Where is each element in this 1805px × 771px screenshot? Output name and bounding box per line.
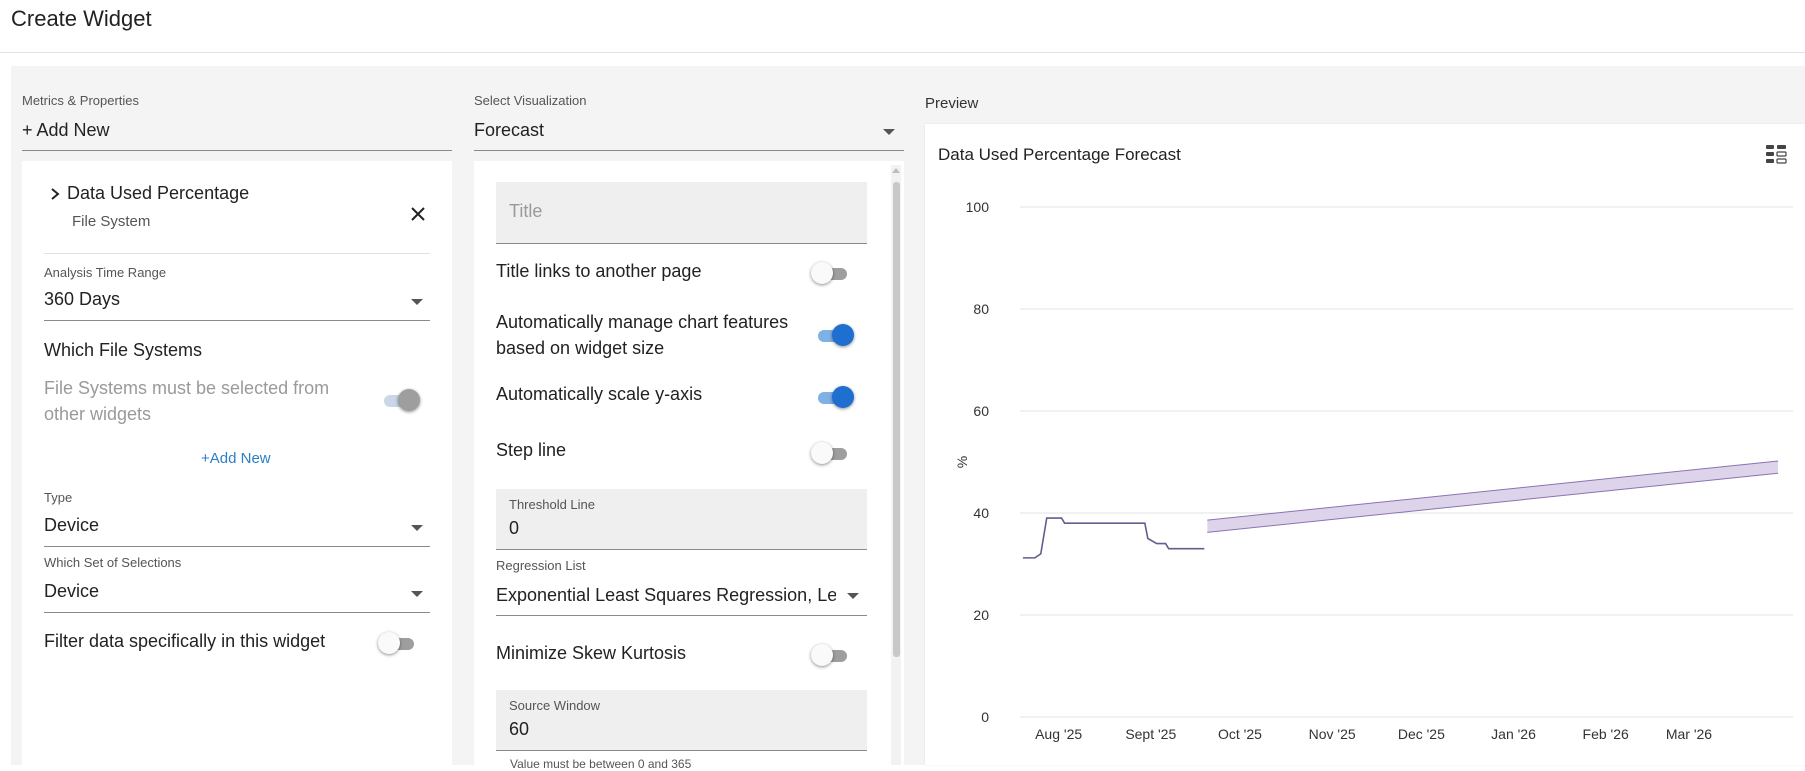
close-icon[interactable] bbox=[410, 206, 426, 222]
page-header: Create Widget bbox=[0, 0, 1805, 53]
title-links-toggle[interactable] bbox=[811, 261, 851, 285]
chevron-down-icon[interactable] bbox=[411, 525, 423, 531]
step-line-toggle[interactable] bbox=[811, 441, 851, 465]
y-tick-label: 100 bbox=[966, 199, 990, 215]
add-file-system-link[interactable]: +Add New bbox=[201, 450, 271, 467]
type-label: Type bbox=[44, 490, 73, 505]
options-scrollbar-thumb[interactable] bbox=[893, 182, 900, 657]
regression-list-label: Regression List bbox=[496, 558, 586, 573]
filter-data-label: Filter data specifically in this widget bbox=[44, 631, 326, 651]
x-tick-label: Feb '26 bbox=[1583, 726, 1629, 742]
metric-divider bbox=[44, 253, 430, 254]
threshold-line-value: 0 bbox=[509, 518, 520, 538]
source-window-value: 60 bbox=[509, 719, 530, 739]
regression-list-select[interactable]: Exponential Least Squares Regression, Le… bbox=[496, 585, 836, 605]
threshold-line-field[interactable]: Threshold Line 0 bbox=[496, 489, 867, 550]
chart-title: Data Used Percentage Forecast bbox=[938, 145, 1181, 164]
file-systems-toggle bbox=[380, 388, 420, 412]
which-file-systems-heading: Which File Systems bbox=[44, 340, 203, 360]
metric-item-name[interactable]: Data Used Percentage bbox=[67, 183, 250, 203]
page-title: Create Widget bbox=[11, 6, 152, 31]
source-window-label: Source Window bbox=[509, 698, 601, 713]
x-tick-label: Dec '25 bbox=[1398, 726, 1445, 742]
minimize-skew-label: Minimize Skew Kurtosis bbox=[496, 643, 687, 663]
x-tick-label: Aug '25 bbox=[1035, 726, 1082, 742]
title-input-placeholder: Title bbox=[509, 201, 543, 221]
title-input[interactable]: Title bbox=[496, 182, 867, 244]
type-underline bbox=[44, 546, 430, 547]
add-metric-button[interactable]: + Add New bbox=[22, 120, 110, 140]
grid-view-icon[interactable] bbox=[1765, 143, 1787, 165]
selection-set-select[interactable]: Device bbox=[44, 581, 100, 601]
add-metric-underline bbox=[22, 150, 452, 151]
auto-scale-label: Automatically scale y-axis bbox=[496, 384, 703, 404]
threshold-line-label: Threshold Line bbox=[509, 497, 595, 512]
y-tick-label: 80 bbox=[973, 301, 989, 317]
chevron-down-icon[interactable] bbox=[411, 299, 423, 305]
auto-scale-toggle[interactable] bbox=[814, 385, 854, 409]
forecast-chart: 0 20 40 60 80 100 Aug '25 Sept '25 Oct '25 Nov '… bbox=[954, 199, 1793, 742]
y-tick-label: 0 bbox=[981, 709, 989, 725]
analysis-time-range-select[interactable]: 360 Days bbox=[44, 289, 121, 309]
analysis-time-range-underline bbox=[44, 320, 430, 321]
forecast-band-lower-edge bbox=[1207, 472, 1779, 533]
history-series-line bbox=[1022, 517, 1205, 559]
source-window-helper: Value must be between 0 and 365 bbox=[510, 757, 692, 771]
title-links-label: Title links to another page bbox=[496, 261, 702, 281]
step-line-label: Step line bbox=[496, 440, 567, 460]
metric-config-panel bbox=[22, 161, 452, 765]
scroll-up-icon[interactable] bbox=[891, 166, 901, 174]
x-tick-label: Oct '25 bbox=[1218, 726, 1262, 742]
chevron-down-icon[interactable] bbox=[411, 591, 423, 597]
type-select[interactable]: Device bbox=[44, 515, 100, 535]
selection-set-underline bbox=[44, 612, 430, 613]
auto-manage-toggle[interactable] bbox=[814, 323, 854, 347]
visualization-underline bbox=[474, 150, 904, 151]
filter-data-toggle[interactable] bbox=[378, 631, 418, 655]
metric-item-subtitle: File System bbox=[72, 213, 151, 230]
selection-set-label: Which Set of Selections bbox=[44, 555, 182, 570]
x-tick-label: Mar '26 bbox=[1666, 726, 1712, 742]
preview-card bbox=[925, 124, 1805, 765]
x-tick-label: Sept '25 bbox=[1125, 726, 1176, 742]
source-window-field[interactable]: Source Window 60 bbox=[496, 690, 867, 751]
y-tick-label: 40 bbox=[973, 505, 989, 521]
auto-manage-label: Automatically manage chart features base… bbox=[496, 312, 789, 358]
y-axis-label: % bbox=[954, 456, 970, 468]
visualization-section-label: Select Visualization bbox=[474, 93, 587, 108]
forecast-band bbox=[1207, 460, 1779, 533]
x-tick-label: Nov '25 bbox=[1309, 726, 1356, 742]
metrics-section-label: Metrics & Properties bbox=[22, 93, 140, 108]
forecast-band-upper-edge bbox=[1207, 460, 1779, 521]
visualization-select[interactable]: Forecast bbox=[474, 120, 545, 140]
chevron-right-icon[interactable] bbox=[49, 187, 61, 201]
x-tick-label: Jan '26 bbox=[1491, 726, 1536, 742]
y-tick-label: 60 bbox=[973, 403, 989, 419]
preview-label: Preview bbox=[925, 95, 979, 112]
regression-list-underline bbox=[496, 615, 867, 616]
chevron-down-icon[interactable] bbox=[847, 593, 859, 599]
minimize-skew-toggle[interactable] bbox=[811, 643, 851, 667]
analysis-time-range-label: Analysis Time Range bbox=[44, 265, 167, 280]
visualization-options-panel bbox=[474, 161, 904, 765]
y-tick-label: 20 bbox=[973, 607, 989, 623]
chevron-down-icon[interactable] bbox=[883, 129, 895, 135]
file-systems-note: File Systems must be selected from other… bbox=[44, 378, 330, 424]
